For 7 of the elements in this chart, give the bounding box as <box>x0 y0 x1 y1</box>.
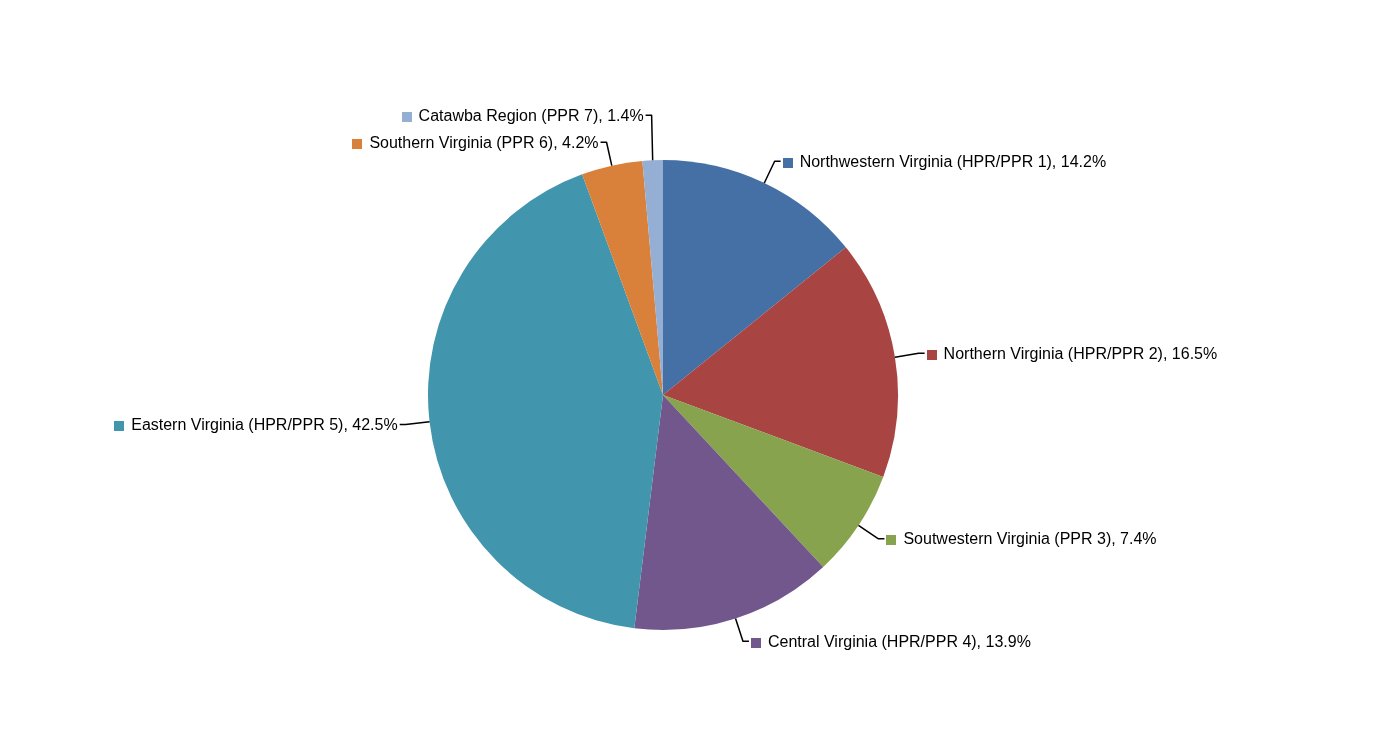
legend-label: Catawba Region (PPR 7), 1.4% <box>418 106 644 124</box>
legend-label: Eastern Virginia (HPR/PPR 5), 42.5% <box>131 416 398 434</box>
legend-label: Central Virginia (HPR/PPR 4), 13.9% <box>767 632 1031 650</box>
legend-label: Northern Virginia (HPR/PPR 2), 16.5% <box>943 344 1218 362</box>
legend-label: Southern Virginia (PPR 6), 4.2% <box>369 133 599 151</box>
legend-label: Northwestern Virginia (HPR/PPR 1), 14.2% <box>799 152 1107 170</box>
legend-label: Soutwestern Virginia (PPR 3), 7.4% <box>903 530 1157 548</box>
